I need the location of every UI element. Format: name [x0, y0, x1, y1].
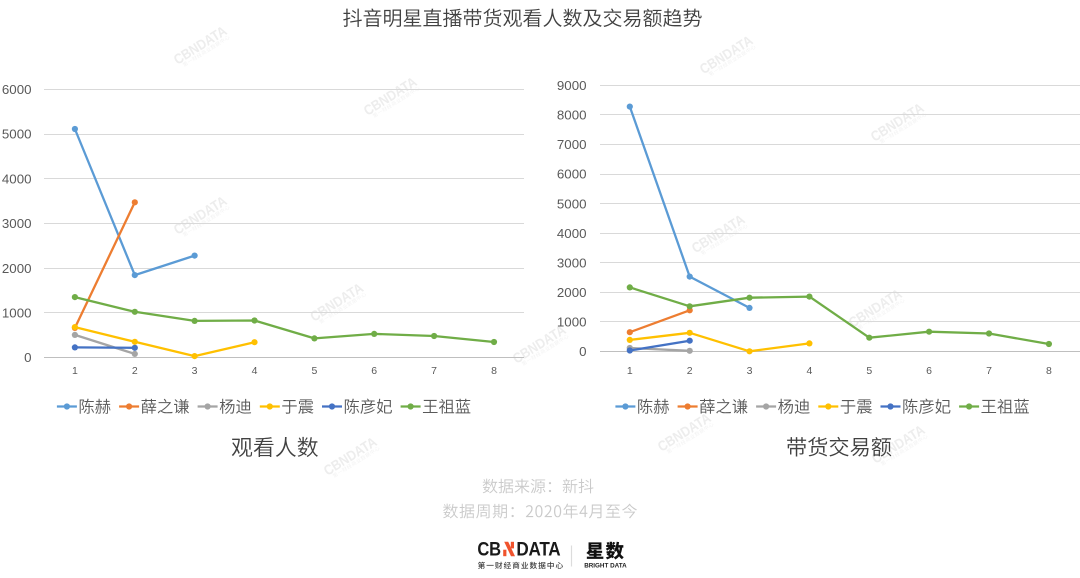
- svg-text:4: 4: [806, 365, 812, 377]
- svg-text:3: 3: [192, 365, 198, 377]
- svg-text:5: 5: [866, 365, 872, 377]
- svg-text:8000: 8000: [557, 108, 587, 123]
- svg-text:5000: 5000: [557, 196, 587, 211]
- svg-text:7: 7: [986, 365, 992, 377]
- svg-text:6: 6: [371, 365, 377, 377]
- svg-text:CB: CB: [477, 538, 501, 560]
- svg-text:8: 8: [1046, 365, 1052, 377]
- svg-text:8: 8: [491, 365, 497, 377]
- svg-text:1000: 1000: [2, 305, 32, 320]
- svg-text:3000: 3000: [557, 255, 587, 270]
- svg-text:2000: 2000: [2, 261, 32, 276]
- svg-text:6000: 6000: [2, 82, 32, 97]
- svg-text:BRIGHT DATA: BRIGHT DATA: [584, 563, 627, 570]
- svg-text:6: 6: [926, 365, 932, 377]
- svg-text:5000: 5000: [2, 127, 32, 142]
- svg-text:3: 3: [747, 365, 753, 377]
- svg-text:2000: 2000: [557, 285, 587, 300]
- svg-text:0: 0: [24, 350, 31, 365]
- svg-text:0: 0: [579, 344, 586, 359]
- svg-text:9000: 9000: [557, 78, 587, 93]
- svg-text:5: 5: [311, 365, 317, 377]
- svg-text:4000: 4000: [557, 226, 587, 241]
- svg-text:2: 2: [687, 365, 693, 377]
- svg-text:3000: 3000: [2, 216, 32, 231]
- svg-text:DATA: DATA: [516, 538, 560, 560]
- svg-text:7: 7: [431, 365, 437, 377]
- svg-text:1: 1: [72, 365, 78, 377]
- svg-text:2: 2: [132, 365, 138, 377]
- svg-text:4000: 4000: [2, 171, 32, 186]
- svg-text:6000: 6000: [557, 167, 587, 182]
- svg-text:1: 1: [627, 365, 633, 377]
- svg-text:7000: 7000: [557, 137, 587, 152]
- svg-text:1000: 1000: [557, 315, 587, 330]
- svg-text:4: 4: [252, 365, 258, 377]
